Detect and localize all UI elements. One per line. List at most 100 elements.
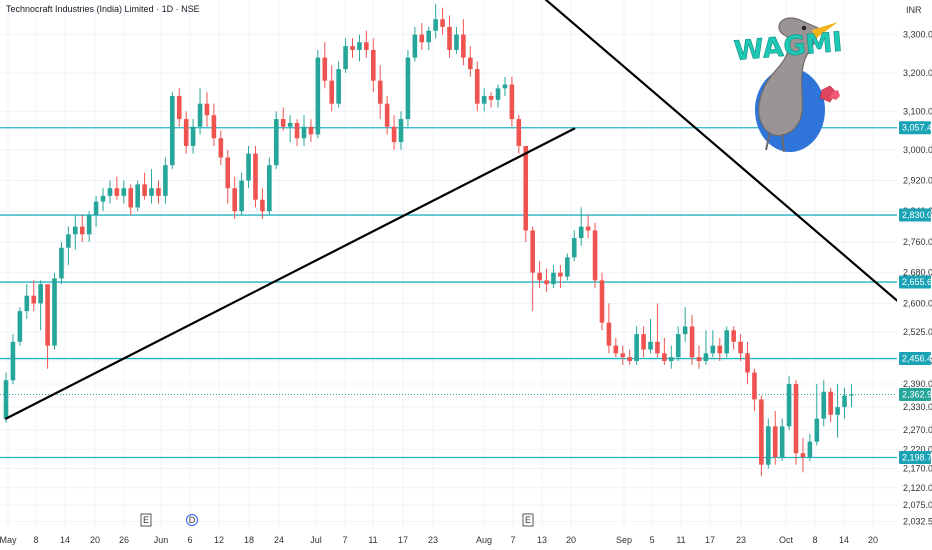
bird-eye-icon: [801, 25, 807, 31]
candle-body: [218, 138, 224, 158]
price-level-badge: [899, 275, 931, 289]
candle-body: [537, 272, 542, 281]
candle-body: [135, 184, 140, 208]
candle-body: [779, 426, 785, 458]
logo-text: WAGMI: [733, 27, 844, 67]
candle-body: [599, 280, 605, 323]
price-tick-label: 2,220.00: [903, 444, 932, 454]
candle-body: [793, 384, 799, 454]
candle-body: [273, 119, 279, 166]
candle-body: [239, 180, 244, 212]
candle-body: [703, 353, 709, 362]
time-tick-label: 20: [90, 535, 100, 545]
time-tick-label: 11: [676, 535, 685, 545]
time-tick-label: 8: [33, 535, 38, 545]
event-marker-label: E: [143, 515, 149, 525]
price-axis[interactable]: 3,300.00 3,200.00 3,100.00 3,000.00 2,920.00…: [897, 0, 932, 550]
trendline: [4, 127, 576, 420]
candle-body: [364, 42, 369, 50]
candle-body: [558, 272, 563, 277]
candle-body: [24, 295, 30, 312]
candle-body: [433, 19, 438, 31]
candle-body: [59, 247, 64, 279]
time-tick-label: 14: [839, 535, 849, 545]
chart-grid: [0, 0, 897, 530]
price-tick-label: 2,170.00: [903, 464, 932, 474]
candle-body: [565, 257, 570, 277]
candle-body: [724, 330, 730, 354]
candle-body: [481, 96, 487, 104]
candle-body: [488, 96, 494, 100]
candle-body: [267, 165, 272, 212]
candle-body: [655, 341, 660, 354]
candle-body: [100, 195, 106, 202]
candle-body: [398, 119, 404, 143]
candle-body: [419, 34, 425, 43]
time-tick-label: 14: [60, 535, 70, 545]
candle-body: [516, 119, 522, 146]
last-price-badge-label: 2,362.90: [902, 389, 932, 399]
candle-body: [696, 357, 702, 362]
candle-body: [578, 226, 584, 239]
candle-body: [114, 188, 120, 196]
time-tick-label: 20: [566, 535, 576, 545]
candle-body: [3, 380, 9, 419]
price-level-badge: [899, 121, 931, 135]
candle-body: [447, 26, 452, 50]
candle-body: [682, 326, 688, 335]
candle-body: [530, 230, 535, 273]
candle-body: [440, 19, 445, 27]
candle-body: [350, 46, 355, 50]
candle-body: [495, 88, 501, 100]
candle-body: [668, 357, 674, 362]
candle-body: [627, 357, 632, 362]
time-tick-label: May: [0, 535, 17, 545]
candle-body: [675, 334, 681, 358]
candle-body: [738, 341, 743, 354]
time-tick-label: 8: [812, 535, 817, 545]
time-axis[interactable]: May 8 14 20 26 Jun 6 12 18 24 Jul 7 11 17 23 Aug 7 13 20 Se…: [0, 530, 932, 550]
candle-body: [689, 326, 695, 358]
candle-body: [128, 188, 134, 208]
price-tick-label: 3,100.00: [903, 106, 932, 116]
candle-body: [197, 103, 203, 127]
candle-body: [260, 199, 265, 212]
wagmi-logo: WAGMI: [733, 17, 844, 153]
price-level-badge-label: 3,057.45: [902, 123, 932, 133]
candle-body: [308, 126, 314, 135]
candle-body: [183, 119, 189, 146]
time-tick-label: 13: [537, 535, 547, 545]
price-level-badge-label: 2,456.40: [902, 354, 932, 364]
candle-body: [585, 226, 591, 231]
candle-body: [814, 418, 820, 442]
candle-body: [412, 34, 418, 58]
price-tick-label: 2,760.00: [903, 237, 932, 247]
candle-body: [86, 215, 92, 235]
trendline: [544, 0, 932, 332]
time-tick-label: Oct: [779, 535, 794, 545]
candle-body: [66, 234, 71, 248]
time-tick-label: 23: [736, 535, 746, 545]
price-tick-label: 2,270.00: [903, 425, 932, 435]
candle-body: [807, 441, 813, 458]
time-tick-label: 17: [705, 535, 715, 545]
price-tick-label: 2,525.00: [903, 327, 932, 337]
price-tick-label: 3,200.00: [903, 68, 932, 78]
price-tick-label: 2,390.00: [903, 379, 932, 389]
candle-body: [648, 341, 653, 350]
candle-body: [502, 84, 508, 89]
candle-body: [336, 69, 341, 104]
candle-body: [474, 69, 480, 104]
candle-body: [509, 84, 515, 120]
candle-body: [170, 96, 175, 166]
candle-body: [52, 278, 57, 346]
event-marker-label: D: [189, 515, 196, 525]
candle-body: [225, 157, 231, 189]
candle-body: [253, 153, 258, 200]
time-tick-label: 26: [119, 535, 129, 545]
price-level-badge-label: 2,198.75: [902, 453, 932, 463]
bird-legs-icon: [765, 131, 785, 153]
candle-body: [163, 165, 168, 196]
